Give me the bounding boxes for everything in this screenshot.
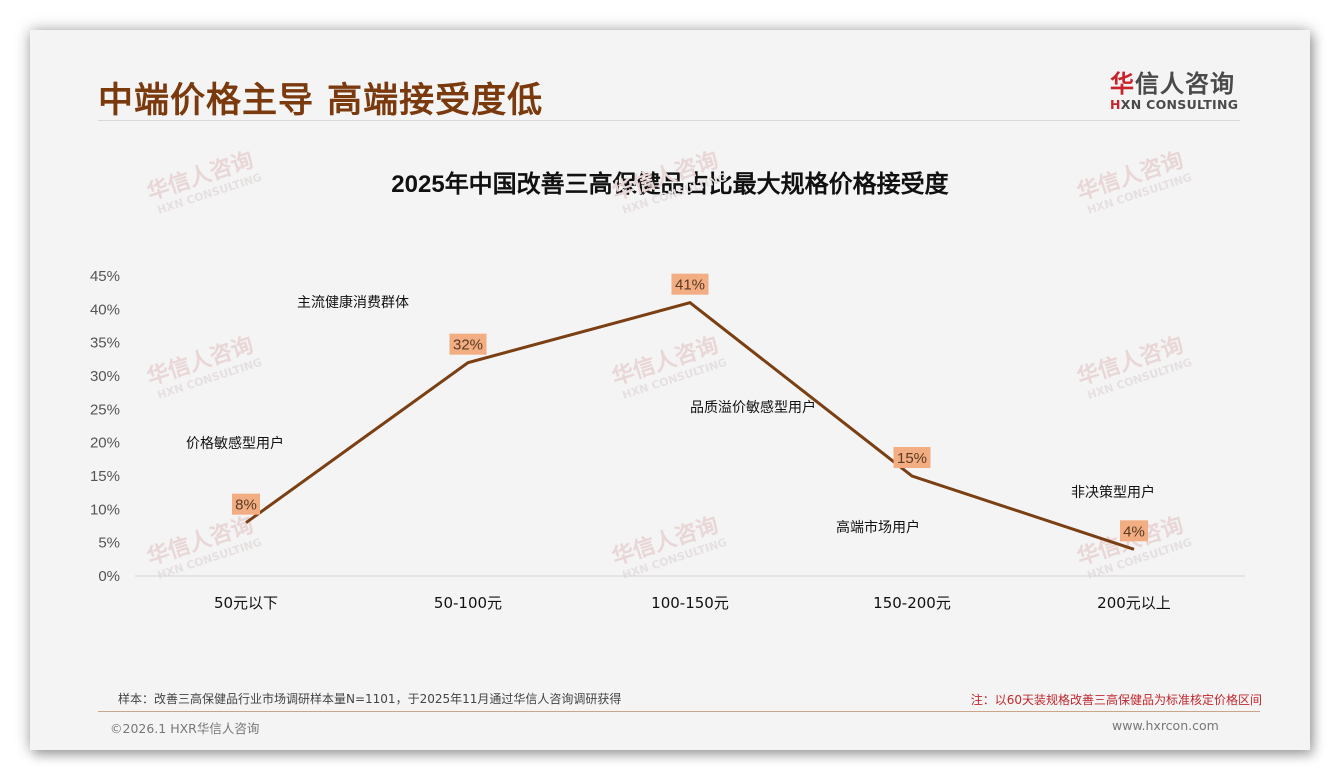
x-tick-label: 200元以上 (1097, 594, 1171, 612)
x-tick-label: 50-100元 (434, 594, 502, 612)
data-label: 15% (893, 447, 931, 468)
svg-text:4%: 4% (1123, 523, 1145, 540)
logo-english: HXN CONSULTING (1110, 97, 1239, 112)
y-tick-label: 20% (90, 435, 120, 452)
footer-divider (98, 711, 1260, 712)
y-tick-label: 30% (90, 368, 120, 385)
x-tick-label: 50元以下 (214, 594, 278, 612)
page-title: 中端价格主导 高端接受度低 (98, 81, 544, 121)
price-note: 注：以60天装规格改善三高保健品为标准核定价格区间 (970, 693, 1262, 707)
y-tick-label: 5% (98, 535, 120, 552)
data-label: 8% (232, 493, 260, 515)
x-tick-label: 150-200元 (873, 594, 951, 612)
sample-note: 样本：改善三高保健品行业市场调研样本量N=1101，于2025年11月通过华信人… (118, 692, 622, 706)
y-tick-label: 35% (90, 335, 120, 352)
segment-annotation: 品质溢价敏感型用户 (690, 399, 816, 416)
brand-logo: 华信人咨询 HXN CONSULTING (1110, 64, 1250, 112)
data-label: 32% (449, 333, 487, 355)
title-divider (98, 120, 1240, 121)
x-tick-label: 100-150元 (651, 594, 729, 612)
chart-title: 2025年中国改善三高保健品占比最大规格价格接受度 (391, 171, 949, 198)
data-labels: 8% 32% 41% 15% 4% (232, 273, 1148, 542)
x-axis: 50元以下 50-100元 100-150元 150-200元 200元以上 (214, 594, 1171, 612)
y-tick-label: 25% (90, 401, 120, 418)
logo-chinese: 华信人咨询 (1110, 70, 1235, 98)
y-tick-label: 40% (90, 301, 120, 318)
slide: 中端价格主导 高端接受度低 华信人咨询 HXN CONSULTING 2025年… (30, 30, 1310, 750)
series-line (245, 301, 1135, 551)
y-tick-label: 15% (90, 468, 120, 485)
svg-text:32%: 32% (453, 337, 483, 354)
segment-annotation: 非决策型用户 (1071, 484, 1155, 501)
segment-annotation: 价格敏感型用户 (186, 435, 284, 452)
svg-text:15%: 15% (897, 450, 927, 467)
y-tick-label: 0% (98, 568, 120, 585)
y-axis: 0% 5% 10% 15% 20% 25% 30% 35% 40% 45% (90, 268, 120, 585)
website-link[interactable]: www.hxrcon.com (1112, 718, 1219, 733)
y-tick-label: 10% (90, 501, 120, 518)
copyright: ©2026.1 HXR华信人咨询 (110, 721, 260, 736)
data-label: 4% (1120, 520, 1148, 542)
y-tick-label: 45% (90, 268, 120, 285)
segment-annotation: 主流健康消费群体 (297, 294, 409, 311)
segment-annotation: 高端市场用户 (836, 519, 920, 536)
svg-text:41%: 41% (675, 277, 705, 294)
data-label: 41% (671, 273, 709, 295)
svg-text:8%: 8% (235, 497, 257, 514)
